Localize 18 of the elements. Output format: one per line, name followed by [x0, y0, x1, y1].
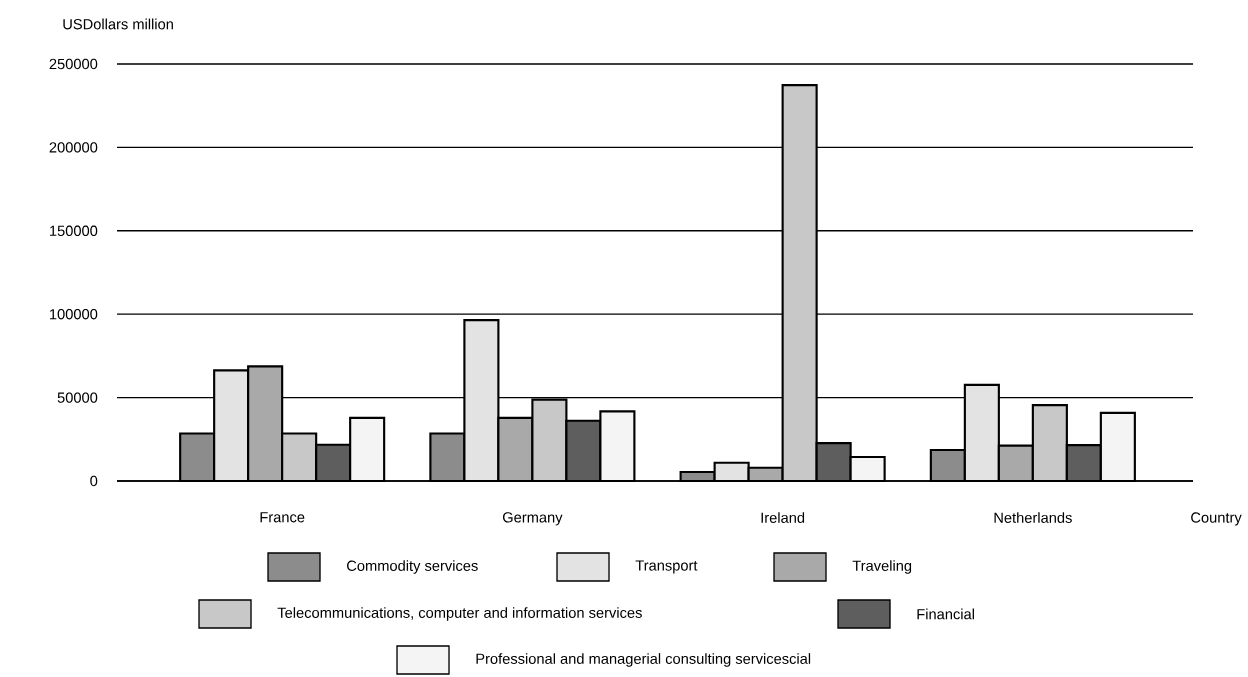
y-tick-label: 50000 [57, 392, 98, 403]
legend-label: Traveling [852, 560, 912, 574]
x-tick-label: Netherlands [994, 512, 1072, 523]
x-tick-label: France [260, 512, 305, 523]
y-tick-label: 100000 [50, 309, 98, 320]
legend-label: Telecommunications, computer and information services [277, 607, 642, 621]
x-tick-label: Germany [502, 512, 563, 526]
y-axis-title: USDollars million [63, 18, 173, 30]
legend-label: Commodity services [347, 560, 478, 574]
y-tick-label: 0 [90, 475, 98, 487]
legend-label: Professional and managerial consulting servicescial [476, 653, 811, 667]
y-tick-label: 150000 [50, 225, 98, 236]
x-tick-label: Ireland [761, 512, 805, 523]
y-tick-label: 200000 [49, 142, 98, 153]
legend-label: Transport [635, 560, 698, 574]
legend-label: Financial [917, 608, 974, 620]
x-axis-title: Country [1191, 512, 1242, 526]
y-tick-label: 250000 [49, 58, 98, 70]
